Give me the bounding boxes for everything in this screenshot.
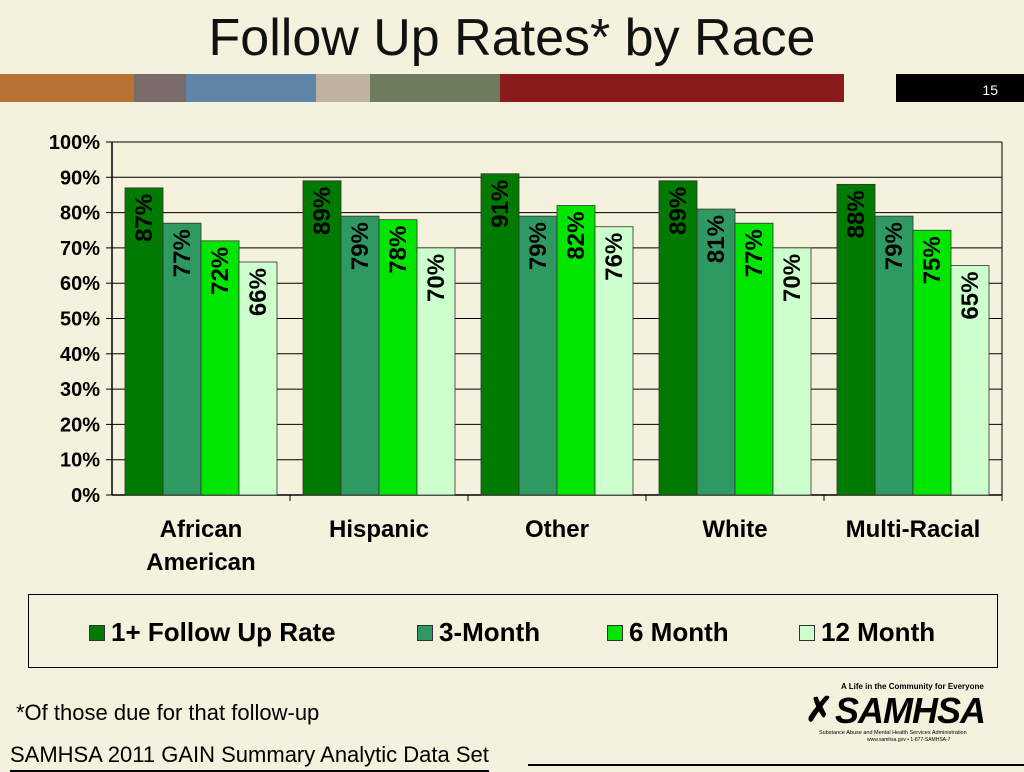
bar-data-label: 72% — [207, 247, 234, 295]
stripe-segment — [316, 74, 370, 102]
legend-item: 3-Month — [417, 617, 540, 648]
legend-label: 6 Month — [629, 617, 729, 647]
bar — [772, 247, 812, 496]
logo-contact: www.samhsa.gov • 1-877-SAMHSA-7 — [867, 737, 951, 743]
bar — [340, 215, 380, 496]
stripe-segment — [186, 74, 316, 102]
y-tick-label: 80% — [60, 203, 100, 225]
bar — [836, 183, 876, 496]
legend-label: 3-Month — [439, 617, 541, 647]
y-tick-label: 100% — [49, 132, 100, 154]
y-tick-label: 20% — [60, 414, 100, 436]
bar — [696, 208, 736, 496]
bar — [518, 215, 558, 496]
logo-wordmark: SAMHSA — [835, 690, 986, 731]
stripe-segment — [134, 74, 186, 102]
bar-data-label: 91% — [487, 180, 514, 228]
bar — [658, 180, 698, 496]
color-stripe — [0, 74, 1024, 102]
x-category-label: American — [146, 549, 255, 576]
legend-swatch — [89, 624, 105, 641]
y-tick-label: 90% — [60, 167, 100, 189]
bar — [162, 222, 202, 496]
stripe-segment — [500, 74, 844, 102]
bar — [734, 222, 774, 496]
y-tick-label: 70% — [60, 238, 100, 260]
bar-data-label: 66% — [245, 268, 272, 316]
bar — [200, 240, 240, 496]
bar-data-label: 79% — [347, 222, 374, 270]
bar — [912, 229, 952, 496]
bar-data-label: 89% — [309, 187, 336, 235]
chart-legend: 1+ Follow Up Rate 3-Month 6 Month 12 Month — [28, 594, 998, 668]
x-category-label: Other — [525, 516, 589, 543]
legend-swatch — [607, 624, 623, 641]
legend-swatch — [417, 624, 433, 641]
stripe-segment — [896, 74, 1024, 102]
bar — [124, 187, 164, 496]
bar-data-label: 77% — [169, 229, 196, 277]
legend-item: 1+ Follow Up Rate — [89, 617, 336, 648]
bar-data-label: 70% — [423, 254, 450, 302]
bar-data-label: 75% — [919, 236, 946, 284]
slide-title: Follow Up Rates* by Race — [208, 9, 816, 67]
legend-item: 6 Month — [607, 617, 729, 648]
legend-label: 1+ Follow Up Rate — [111, 617, 336, 647]
bar-data-label: 70% — [779, 254, 806, 302]
stripe-segment — [370, 74, 500, 102]
x-category-label: White — [702, 516, 767, 543]
y-tick-label: 30% — [60, 379, 100, 401]
bar — [950, 265, 990, 496]
y-tick-label: 10% — [60, 450, 100, 472]
stripe-segment — [844, 74, 896, 102]
y-tick-label: 0% — [71, 485, 100, 507]
samhsa-logo: ✗ A Life in the Community for Everyone S… — [805, 682, 986, 744]
bar — [594, 226, 634, 496]
bar-data-label: 81% — [703, 215, 730, 263]
legend-item: 12 Month — [799, 617, 935, 648]
bar-data-label: 78% — [385, 226, 412, 274]
y-tick-label: 50% — [60, 309, 100, 331]
bar-data-label: 77% — [741, 229, 768, 277]
bar-data-label: 87% — [131, 194, 158, 242]
footer-rule — [528, 764, 1024, 766]
footnote: *Of those due for that follow-up — [16, 700, 320, 725]
logo-subtitle: Substance Abuse and Mental Health Servic… — [819, 730, 967, 736]
x-category-label: Hispanic — [329, 516, 429, 543]
x-category-label: Multi-Racial — [846, 516, 981, 543]
bar-data-label: 79% — [881, 222, 908, 270]
slide-number: 15 — [982, 82, 998, 98]
y-tick-label: 40% — [60, 344, 100, 366]
legend-swatch — [799, 624, 815, 641]
bar — [238, 261, 278, 496]
x-category-label: African — [160, 516, 243, 543]
bar-data-label: 88% — [843, 190, 870, 238]
stripe-segment — [0, 74, 134, 102]
bar — [874, 215, 914, 496]
bar-data-label: 76% — [601, 233, 628, 281]
bar-data-label: 65% — [957, 272, 984, 320]
bar-data-label: 79% — [525, 222, 552, 270]
bar-data-label: 89% — [665, 187, 692, 235]
bar — [416, 247, 456, 496]
bar-data-label: 82% — [563, 212, 590, 260]
bar — [302, 180, 342, 496]
y-tick-label: 60% — [60, 273, 100, 295]
person-icon: ✗ — [805, 691, 834, 729]
logo-tagline: A Life in the Community for Everyone — [841, 682, 984, 691]
legend-label: 12 Month — [821, 617, 936, 647]
bar — [378, 219, 418, 496]
follow-up-chart: 0% 10% 20% 30% 40% 50% 60% 70% 80% 90% 100% 87% 77% 7… — [49, 132, 1003, 576]
